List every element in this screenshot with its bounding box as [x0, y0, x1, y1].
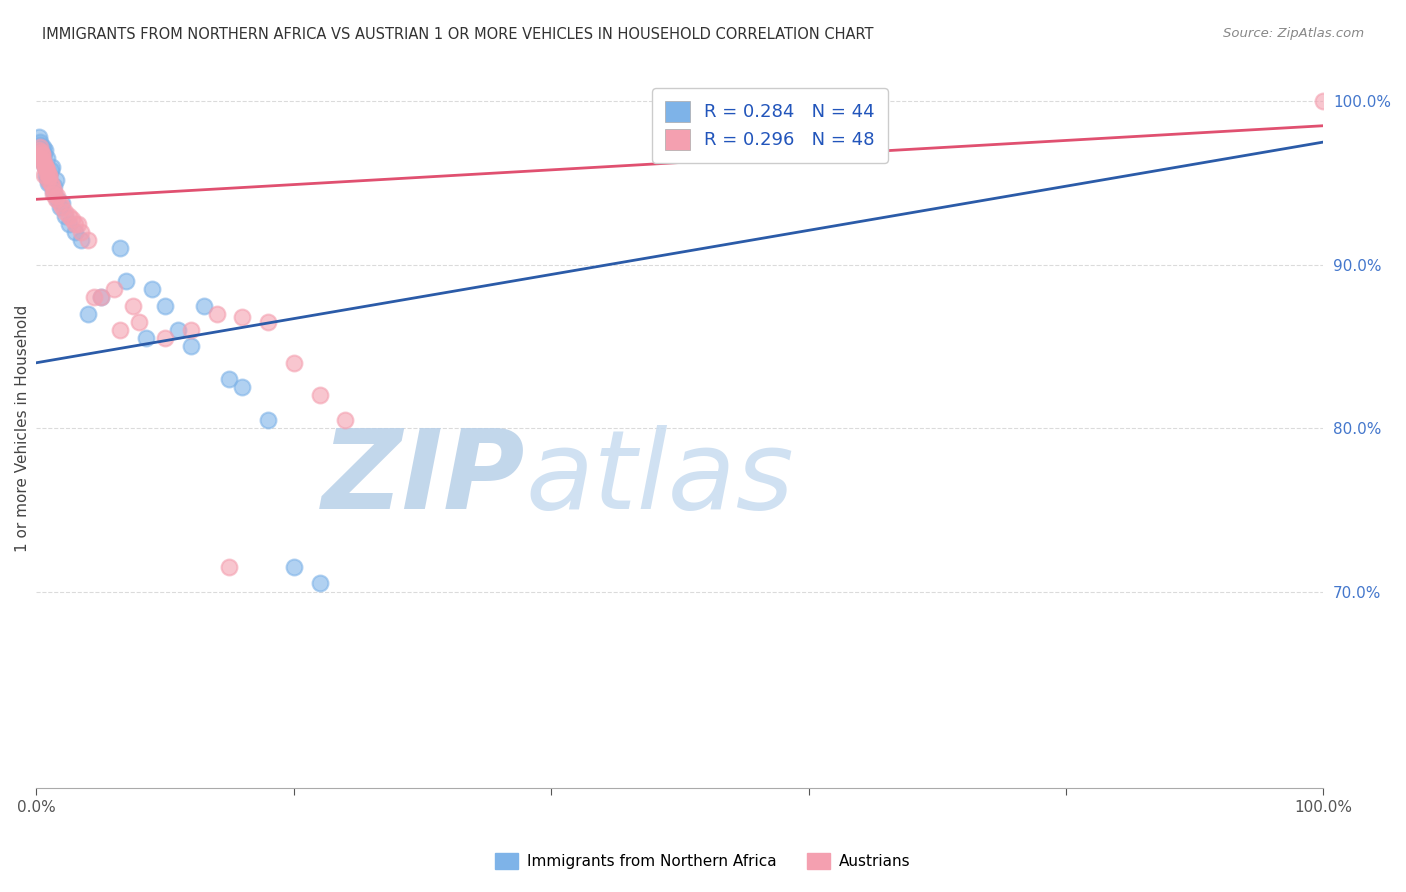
Legend: R = 0.284   N = 44, R = 0.296   N = 48: R = 0.284 N = 44, R = 0.296 N = 48: [652, 88, 887, 162]
Point: [31, 156, 53, 170]
Point: [30, 142, 52, 156]
Point: [35, 162, 58, 177]
Point: [32, 168, 55, 182]
Point: [42, 187, 65, 202]
Point: [70, 225, 93, 239]
Point: [257, 413, 280, 427]
Point: [46, 192, 69, 206]
Text: Source: ZipAtlas.com: Source: ZipAtlas.com: [1223, 27, 1364, 40]
Text: atlas: atlas: [526, 425, 794, 532]
Point: [46, 189, 69, 203]
Point: [38, 168, 60, 182]
Point: [218, 372, 240, 386]
Point: [28, 143, 51, 157]
Point: [1312, 94, 1334, 108]
Point: [128, 315, 150, 329]
Point: [51, 201, 73, 215]
Point: [180, 339, 202, 353]
Point: [32, 154, 55, 169]
Point: [205, 307, 228, 321]
Point: [31, 145, 53, 159]
Point: [42, 184, 65, 198]
Point: [76, 307, 98, 321]
Text: ZIP: ZIP: [322, 425, 526, 532]
Point: [63, 217, 86, 231]
Point: [39, 162, 62, 177]
Point: [28, 140, 51, 154]
Point: [218, 560, 240, 574]
Point: [108, 323, 131, 337]
Point: [34, 143, 56, 157]
Point: [32, 146, 55, 161]
Point: [66, 217, 89, 231]
Point: [38, 174, 60, 188]
Point: [37, 172, 59, 186]
Point: [58, 217, 80, 231]
Point: [44, 184, 66, 198]
Point: [28, 138, 51, 153]
Point: [141, 282, 163, 296]
Point: [53, 205, 76, 219]
Point: [31, 146, 53, 161]
Point: [63, 225, 86, 239]
Point: [39, 176, 62, 190]
Point: [31, 148, 53, 162]
Point: [231, 310, 253, 324]
Point: [41, 179, 63, 194]
Point: [180, 323, 202, 337]
Point: [30, 145, 52, 159]
Point: [76, 233, 98, 247]
Point: [53, 209, 76, 223]
Text: IMMIGRANTS FROM NORTHERN AFRICA VS AUSTRIAN 1 OR MORE VEHICLES IN HOUSEHOLD CORR: IMMIGRANTS FROM NORTHERN AFRICA VS AUSTR…: [42, 27, 873, 42]
Point: [38, 168, 60, 182]
Point: [35, 168, 58, 182]
Point: [83, 290, 105, 304]
Point: [32, 153, 55, 167]
Point: [70, 233, 93, 247]
Point: [115, 274, 138, 288]
Point: [34, 160, 56, 174]
Point: [30, 135, 52, 149]
Point: [58, 209, 80, 223]
Point: [45, 192, 67, 206]
Point: [167, 323, 190, 337]
Point: [231, 380, 253, 394]
Point: [90, 290, 112, 304]
Point: [257, 315, 280, 329]
Point: [153, 331, 176, 345]
Point: [283, 560, 305, 574]
Y-axis label: 1 or more Vehicles in Household: 1 or more Vehicles in Household: [15, 304, 30, 552]
Point: [283, 356, 305, 370]
Point: [34, 158, 56, 172]
Point: [31, 143, 53, 157]
Point: [335, 413, 357, 427]
Point: [90, 290, 112, 304]
Point: [34, 160, 56, 174]
Point: [122, 299, 145, 313]
Point: [108, 241, 131, 255]
Point: [37, 176, 59, 190]
Point: [51, 195, 73, 210]
Point: [308, 576, 330, 591]
Point: [37, 171, 59, 186]
Point: [48, 195, 70, 210]
Point: [45, 172, 67, 186]
Point: [135, 331, 157, 345]
Point: [30, 152, 52, 166]
Point: [31, 140, 53, 154]
Point: [35, 161, 58, 176]
Point: [35, 152, 58, 166]
Point: [48, 201, 70, 215]
Point: [44, 179, 66, 194]
Point: [28, 130, 51, 145]
Point: [308, 388, 330, 402]
Point: [103, 282, 125, 296]
Legend: Immigrants from Northern Africa, Austrians: Immigrants from Northern Africa, Austria…: [489, 847, 917, 875]
Point: [153, 299, 176, 313]
Point: [37, 166, 59, 180]
Point: [38, 169, 60, 184]
Point: [62, 211, 84, 226]
Point: [41, 160, 63, 174]
Point: [193, 299, 215, 313]
